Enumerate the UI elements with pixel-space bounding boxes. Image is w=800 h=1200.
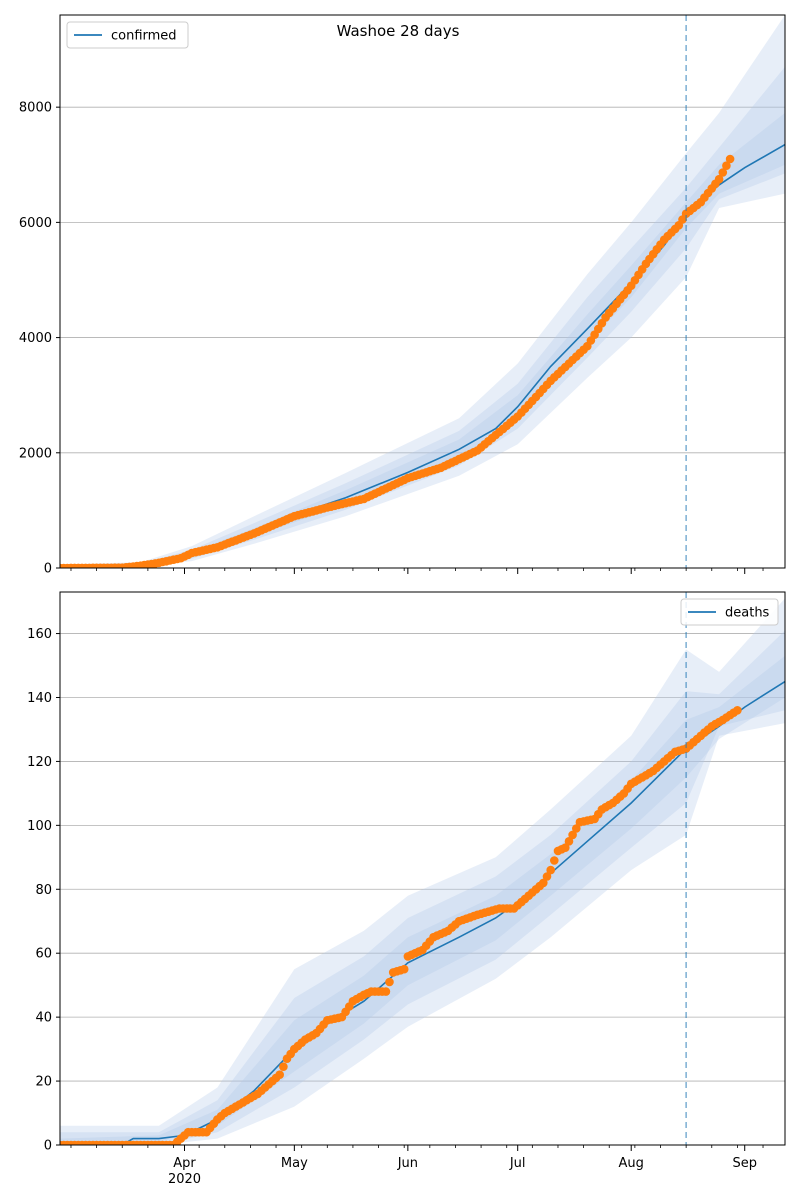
y-tick-label: 100 (27, 819, 52, 834)
y-tick-label: 0 (44, 1139, 52, 1154)
observed-point (568, 830, 577, 840)
legend-box (680, 598, 779, 626)
observed-point (733, 706, 742, 715)
model-line (60, 680, 785, 1145)
y-tick-label: 2000 (19, 446, 52, 461)
observed-point (385, 977, 394, 987)
uncertainty-band (60, 15, 785, 568)
legend-box (66, 21, 189, 49)
y-tick-label: 20 (35, 1075, 52, 1090)
axes-frame (59, 14, 786, 569)
observed-point (381, 987, 391, 996)
y-tick-label: 6000 (19, 216, 52, 231)
observed-point (722, 161, 731, 170)
legend: confirmed (66, 21, 189, 49)
observed-point (561, 843, 570, 852)
y-tick-label: 160 (27, 627, 52, 642)
figure-title: Washoe 28 days (337, 22, 460, 40)
observed-point (564, 837, 574, 846)
observed-point (399, 964, 409, 974)
confirmed-panel: 0 2000 4000 6000 8000 confirmed (19, 14, 786, 577)
observed-point (725, 154, 735, 164)
y-tick-label: 4000 (19, 331, 52, 346)
observed-point (718, 168, 728, 177)
observed-point (572, 824, 581, 833)
y-tick-label: 0 (44, 562, 52, 577)
observed-point (714, 174, 724, 184)
legend-label: deaths (725, 606, 770, 621)
observed-point (550, 856, 559, 865)
observed-point (542, 872, 552, 881)
plot-area (60, 598, 785, 1145)
uncertainty-band (60, 66, 785, 568)
observed-point (279, 1062, 288, 1071)
x-tick-sublabel: 2020 (168, 1172, 201, 1187)
y-tick-label: 140 (27, 691, 52, 706)
y-tick-label: 120 (27, 755, 52, 770)
observed-point (539, 878, 548, 888)
y-tick-label: 80 (35, 883, 52, 898)
y-tick-label: 8000 (19, 101, 52, 116)
x-tick-label: Jun (397, 1156, 418, 1171)
plot-area (60, 15, 785, 568)
x-tick-label: Sep (732, 1156, 757, 1171)
observed-point (275, 1070, 285, 1079)
legend-label: confirmed (111, 29, 177, 44)
y-tick-label: 40 (35, 1011, 52, 1026)
x-tick-label: May (281, 1156, 308, 1171)
x-tick-label: Aug (619, 1156, 644, 1171)
y-tick-label: 60 (35, 947, 52, 962)
observed-point (546, 865, 555, 875)
axes-frame (59, 591, 786, 1146)
x-tick-label: Jul (509, 1156, 526, 1171)
legend: deaths (680, 598, 779, 626)
x-tick-label: Apr (173, 1156, 196, 1171)
